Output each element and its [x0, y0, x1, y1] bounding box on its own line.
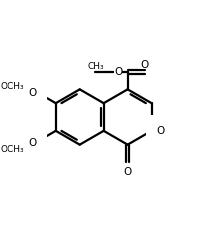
- Text: O: O: [28, 88, 37, 98]
- Text: O: O: [140, 59, 148, 69]
- Text: O: O: [156, 125, 165, 135]
- Text: OCH₃: OCH₃: [1, 144, 24, 153]
- Text: OCH₃: OCH₃: [1, 82, 24, 91]
- Text: O: O: [28, 137, 37, 147]
- Text: CH₃: CH₃: [88, 61, 104, 70]
- Text: O: O: [114, 67, 122, 77]
- Text: O: O: [123, 167, 132, 176]
